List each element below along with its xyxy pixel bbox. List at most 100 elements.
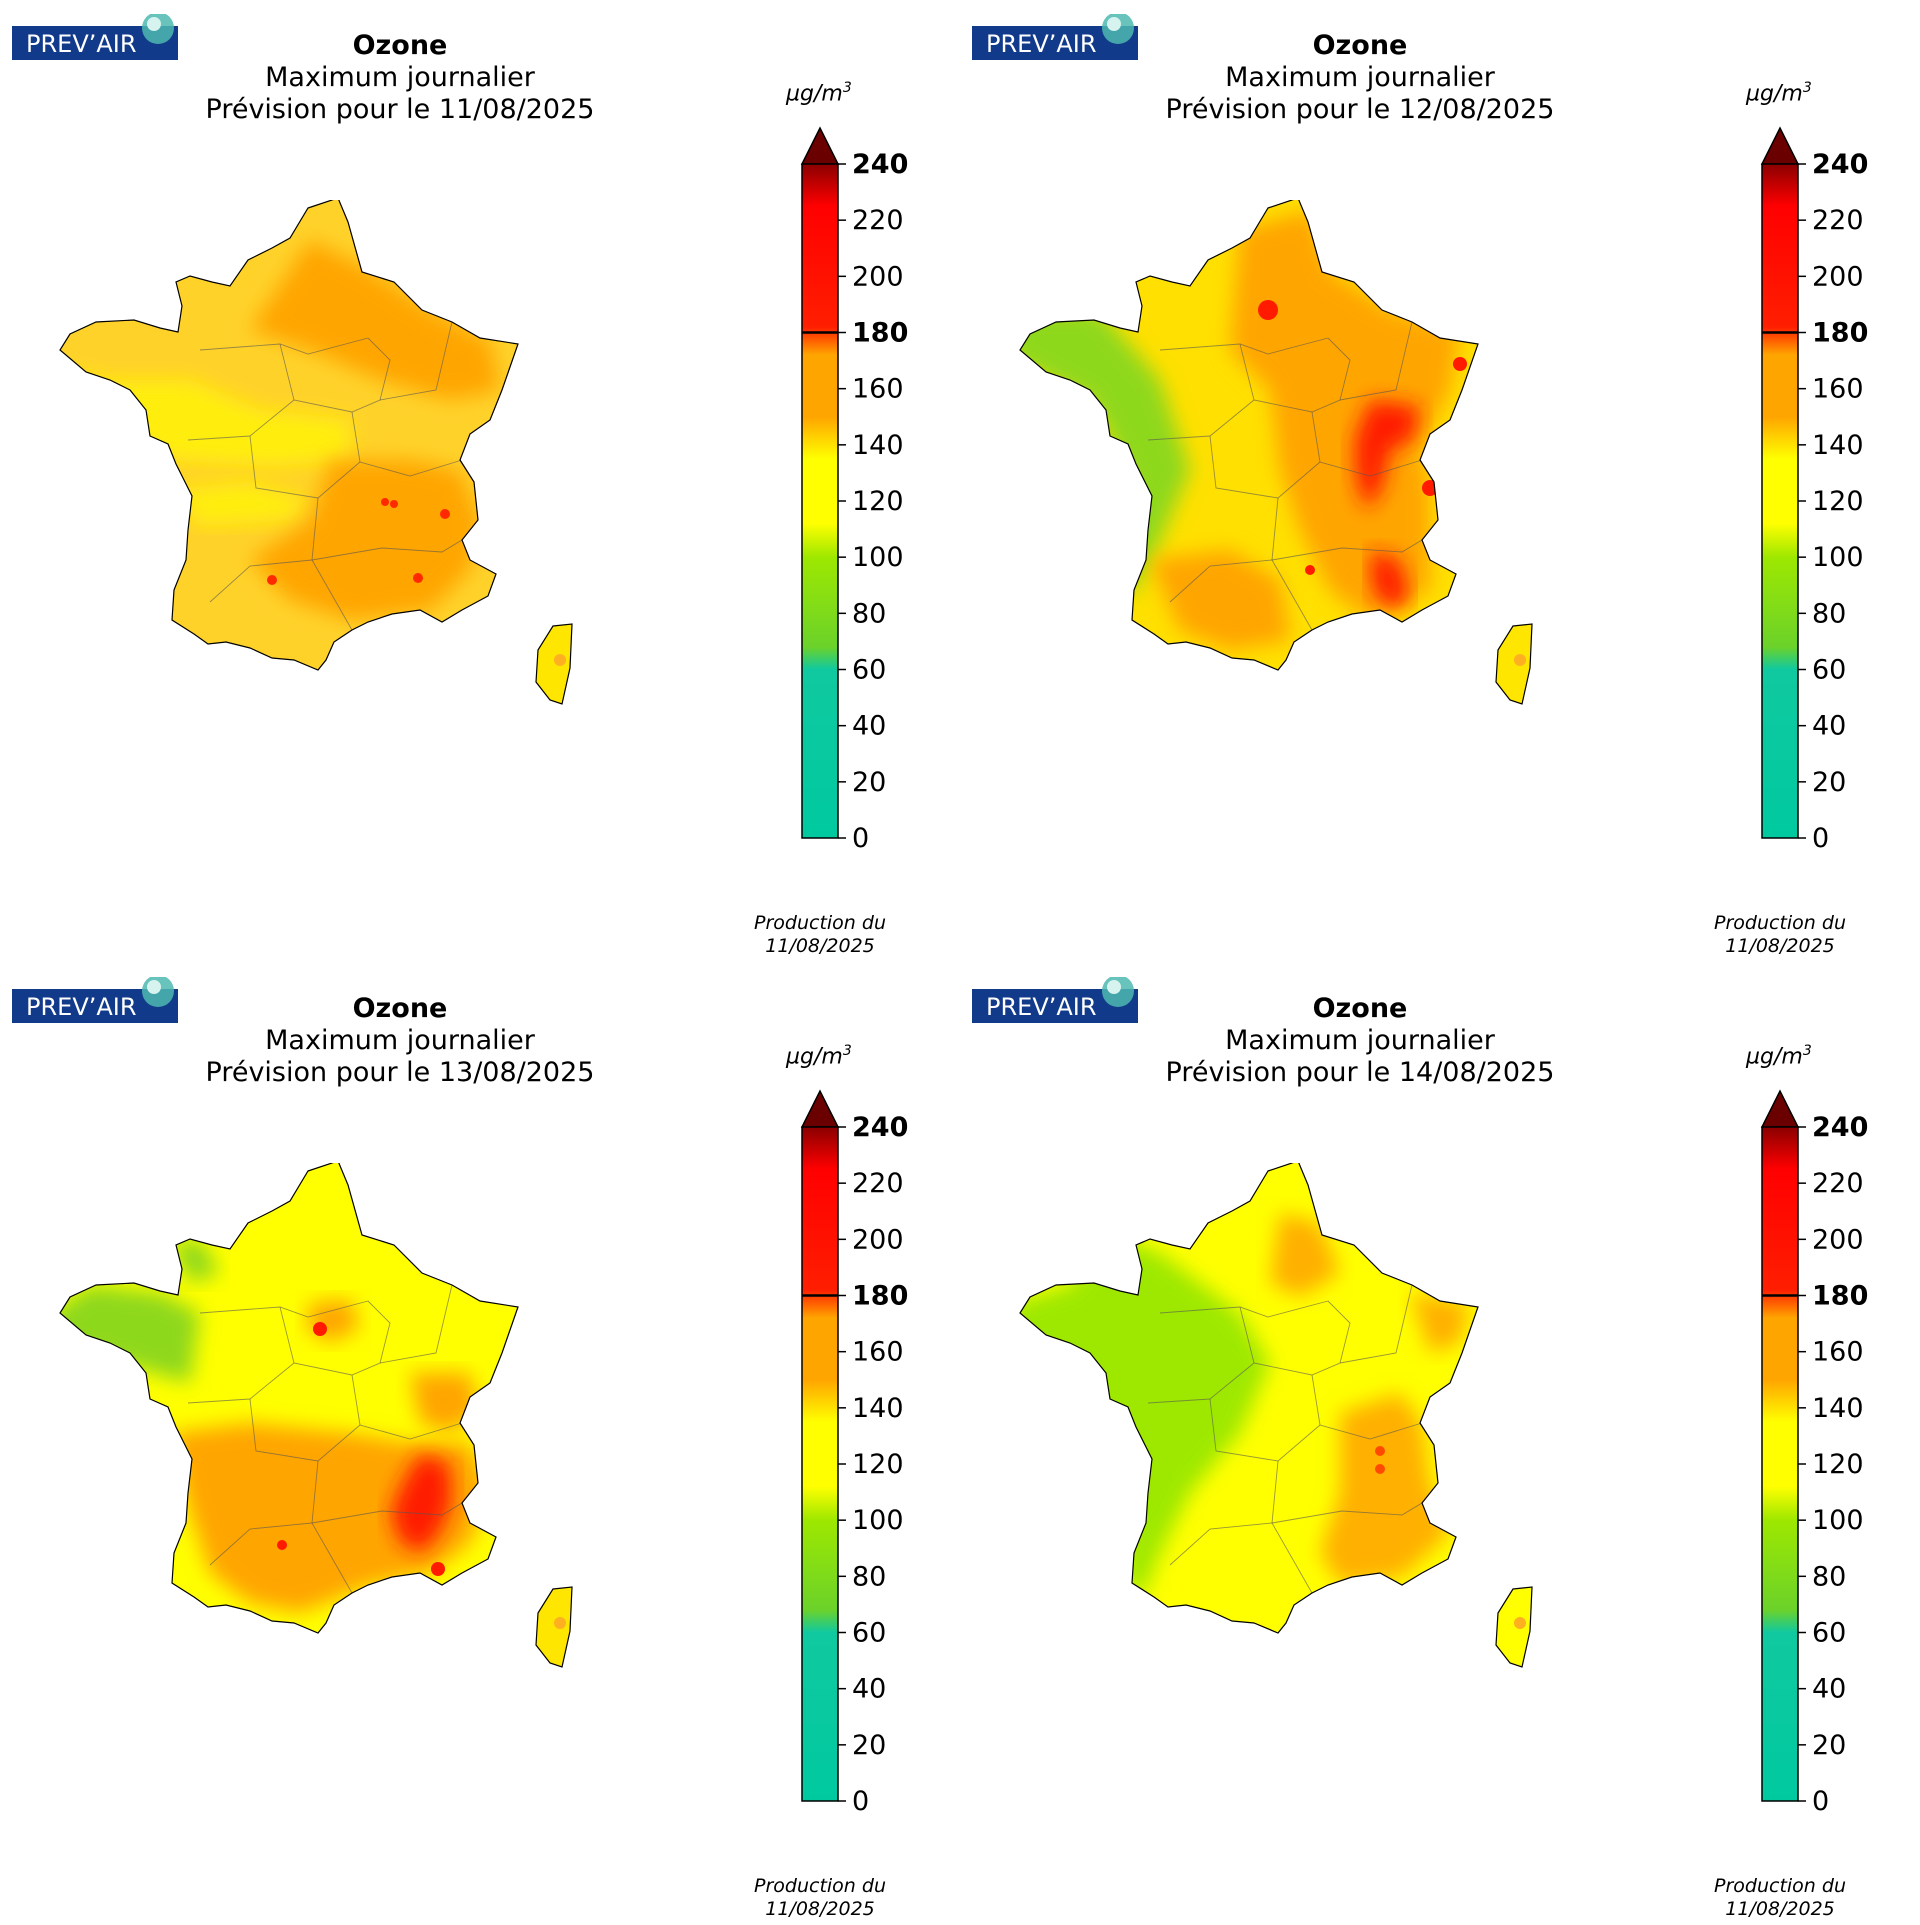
ozone-concentration-patch — [1150, 550, 1290, 650]
production-note: Production du 11/08/2025 — [754, 912, 886, 957]
ozone-hotspot — [431, 1562, 445, 1576]
region-border — [1169, 559, 1273, 603]
colorbar-tick-label: 240 — [1812, 149, 1868, 180]
statistic-subtitle: Maximum journalier — [265, 1025, 535, 1056]
colorbar-tick-label: 60 — [1812, 655, 1846, 686]
ozone-field — [60, 200, 518, 670]
ozone-hotspot — [1375, 1464, 1385, 1474]
prevair-logo: PREV’AIR — [972, 14, 1138, 60]
colorbar-tick-label: 240 — [852, 1112, 908, 1143]
region-border — [1159, 337, 1329, 355]
unit-label: µg/m3 — [786, 1043, 852, 1070]
region-border — [1311, 411, 1423, 477]
france-outline — [59, 200, 519, 671]
france-outline — [1019, 1163, 1479, 1634]
colorbar-gradient — [1761, 163, 1799, 839]
region-border — [1271, 1502, 1423, 1524]
colorbar-tick-label: 40 — [1812, 711, 1846, 742]
ozone-concentration-patch — [170, 1239, 220, 1283]
colorbar-tick-label: 200 — [852, 1224, 904, 1255]
pollutant-title: Ozone — [1312, 30, 1408, 61]
colorbar-tick-label: 80 — [852, 1561, 886, 1592]
colorbar: 0 20 40 60 80 100 120 140 160 180 200 220 240 — [800, 126, 908, 854]
colorbar-tick-label: 140 — [852, 430, 904, 461]
colorbar-tick-label: 120 — [852, 486, 904, 517]
title-block: Ozone Maximum journalier Prévision pour … — [1110, 993, 1610, 1089]
colorbar-tick-label: 220 — [1812, 1168, 1864, 1199]
region-border — [209, 559, 313, 603]
ozone-concentration-patch — [1410, 1293, 1470, 1353]
ozone-concentration-patch — [1370, 550, 1410, 610]
ozone-concentration-patch — [390, 1453, 452, 1553]
colorbar-tick-label: 140 — [1812, 1393, 1864, 1424]
colorbar-tick-label: 220 — [852, 205, 904, 236]
ozone-hotspot — [277, 1540, 287, 1550]
statistic-subtitle: Maximum journalier — [1225, 1025, 1495, 1056]
ozone-hotspot — [1514, 654, 1526, 666]
colorbar-tick-label: 80 — [1812, 1561, 1846, 1592]
ozone-concentration-patch — [1230, 210, 1460, 620]
ozone-concentration-patch — [60, 1285, 200, 1383]
ozone-hotspot — [554, 654, 566, 666]
forecast-date: Prévision pour le 13/08/2025 — [205, 1057, 595, 1088]
region-border — [1271, 539, 1423, 561]
svg-text:PREV’AIR: PREV’AIR — [986, 993, 1097, 1021]
colorbar-extend-arrow — [800, 126, 840, 165]
ozone-field — [60, 1163, 518, 1633]
svg-text:PREV’AIR: PREV’AIR — [26, 993, 137, 1021]
colorbar-tick-label: 120 — [1812, 1449, 1864, 1480]
unit-label: µg/m3 — [1746, 1043, 1812, 1070]
france-ozone-map — [59, 200, 573, 705]
colorbar-tick-label: 140 — [852, 1393, 904, 1424]
forecast-date: Prévision pour le 14/08/2025 — [1165, 1057, 1555, 1088]
colorbar-tick-label: 0 — [1812, 823, 1829, 854]
pollutant-title: Ozone — [352, 993, 448, 1024]
colorbar-tick-label: 200 — [1812, 1224, 1864, 1255]
colorbar-tick-label: 120 — [1812, 486, 1864, 517]
colorbar-tick-label: 60 — [852, 655, 886, 686]
statistic-subtitle: Maximum journalier — [265, 62, 535, 93]
region-border — [1311, 1374, 1423, 1440]
prevair-logo: PREV’AIR — [12, 14, 178, 60]
region-border — [1209, 435, 1321, 499]
region-border — [351, 411, 463, 477]
colorbar-tick-label: 100 — [1812, 542, 1864, 573]
ozone-hotspot — [1453, 357, 1467, 371]
france-ozone-map — [1019, 1163, 1533, 1668]
region-border — [1339, 1284, 1413, 1364]
colorbar-tick-label: 220 — [852, 1168, 904, 1199]
ozone-field — [1020, 1163, 1478, 1633]
colorbar-tick-label: 80 — [852, 598, 886, 629]
prevair-logo: PREV’AIR — [12, 977, 178, 1023]
pollutant-title: Ozone — [352, 30, 448, 61]
ozone-hotspot — [440, 509, 450, 519]
colorbar-gradient — [801, 1126, 839, 1802]
pollutant-title: Ozone — [1312, 993, 1408, 1024]
colorbar-tick-label: 160 — [852, 374, 904, 405]
colorbar-tick-label: 40 — [1812, 1674, 1846, 1705]
corsica-outline — [1495, 623, 1533, 705]
colorbar-tick-label: 20 — [852, 767, 886, 798]
colorbar-tick-label: 100 — [852, 1505, 904, 1536]
forecast-date: Prévision pour le 12/08/2025 — [1165, 94, 1555, 125]
production-note: Production du 11/08/2025 — [754, 1875, 886, 1920]
region-border — [1169, 1522, 1273, 1566]
forecast-panel: PREV’AIR Ozone Maximum journalier Prévis… — [0, 963, 960, 1925]
ozone-hotspot — [554, 1617, 566, 1629]
ozone-concentration-patch — [250, 240, 500, 400]
france-outline — [1019, 200, 1479, 671]
colorbar-tick-label: 100 — [852, 542, 904, 573]
colorbar-tick-label: 160 — [1812, 1337, 1864, 1368]
ozone-concentration-patch — [1020, 1233, 1270, 1603]
colorbar-tick-label: 0 — [852, 823, 869, 854]
colorbar: 0 20 40 60 80 100 120 140 160 180 200 220 240 — [800, 1089, 908, 1817]
colorbar-gradient — [801, 163, 839, 839]
colorbar-gradient — [1761, 1126, 1799, 1802]
ozone-concentration-patch — [170, 482, 310, 526]
colorbar-tick-label: 220 — [1812, 205, 1864, 236]
production-note: Production du 11/08/2025 — [1714, 1875, 1846, 1920]
unit-label: µg/m3 — [786, 80, 852, 107]
colorbar: 0 20 40 60 80 100 120 140 160 180 200 220 240 — [1760, 1089, 1868, 1817]
region-border — [351, 1374, 463, 1440]
ozone-concentration-patch — [1354, 400, 1420, 510]
